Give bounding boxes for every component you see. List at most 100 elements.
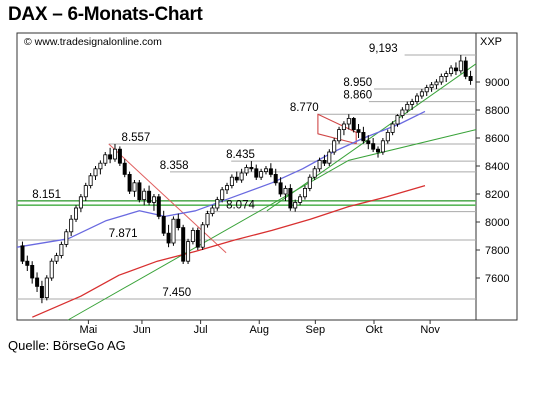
candle-body: [385, 131, 390, 142]
candle-body: [254, 168, 259, 178]
candle-body: [54, 255, 59, 262]
candle-body: [200, 224, 205, 248]
candle-body: [278, 182, 283, 195]
candle-body: [142, 190, 147, 200]
candle-body: [25, 260, 30, 266]
candle-body: [414, 95, 419, 102]
candle-body: [259, 171, 264, 178]
level-label: 8.557: [122, 132, 151, 144]
candle-body: [93, 168, 98, 177]
candle-body: [122, 162, 127, 175]
candle-body: [463, 60, 468, 77]
chart-title: DAX – 6-Monats-Chart: [8, 4, 203, 25]
candle-body: [337, 129, 342, 142]
candle-body: [366, 140, 371, 145]
candle-body: [283, 187, 288, 195]
candle-body: [39, 285, 44, 298]
candle-body: [166, 232, 171, 244]
y-tick-label: 8400: [485, 161, 509, 173]
x-tick-label: Jun: [133, 324, 151, 336]
candle-body: [293, 201, 298, 209]
y-tick-label: 9000: [485, 77, 509, 89]
x-tick-label: Nov: [420, 324, 440, 336]
trendline-red-down: [108, 143, 227, 254]
candle-body: [137, 182, 142, 201]
y-tick-label: 8600: [485, 133, 509, 145]
candle-body: [132, 182, 137, 192]
candle-body: [44, 277, 49, 299]
candle-body: [268, 168, 273, 175]
candle-body: [108, 154, 113, 160]
candle-body: [332, 140, 337, 153]
candle-body: [20, 245, 25, 262]
candle-body: [35, 277, 40, 287]
candle-body: [434, 81, 439, 86]
candle-body: [190, 229, 195, 242]
candle-body: [83, 185, 88, 198]
candle-body: [205, 213, 210, 226]
candle-body: [380, 140, 385, 153]
level-label: 8.074: [226, 200, 255, 212]
candle-body: [327, 151, 332, 164]
candle-body: [375, 148, 380, 153]
level-label: 8.860: [343, 90, 372, 102]
symbol-label: XXP: [480, 36, 502, 48]
candle-body: [453, 67, 458, 72]
candle-body: [147, 190, 152, 203]
candle-body: [151, 196, 156, 203]
candle-body: [449, 67, 454, 74]
candle-body: [220, 189, 225, 201]
candle-body: [468, 76, 473, 82]
candle-body: [361, 131, 366, 142]
candle-body: [49, 260, 54, 279]
candle-body: [210, 207, 215, 214]
candle-body: [88, 175, 93, 187]
candle-body: [78, 196, 83, 209]
candle-body: [186, 241, 191, 262]
indicator-lines: [16, 63, 477, 321]
candle-body: [59, 243, 64, 256]
candle-body: [176, 218, 181, 228]
x-axis-ticks: Mai Jun Jul Aug Sep Okt Nov: [80, 320, 440, 336]
y-tick-label: 7800: [485, 245, 509, 257]
candle-body: [195, 229, 200, 248]
candle-body: [127, 173, 132, 192]
candle-body: [234, 176, 239, 181]
level-label: 8.950: [343, 77, 372, 89]
candle-body: [419, 91, 424, 97]
y-axis-ticks: 9000 8800 8600 8400 8200 8000 7800 7600: [476, 77, 509, 285]
candle-body: [346, 118, 351, 125]
candle-body: [64, 231, 69, 245]
candle-body: [69, 218, 74, 233]
candle-body: [302, 187, 307, 198]
x-tick-label: Jul: [194, 324, 208, 336]
candle-body: [322, 159, 327, 164]
level-label: 8.435: [226, 149, 255, 161]
trendline-green-short: [266, 63, 477, 212]
x-tick-label: Okt: [365, 324, 382, 336]
source-note: Quelle: BörseGo AG: [8, 338, 126, 353]
candle-body: [224, 185, 229, 191]
level-label: 7.871: [109, 228, 138, 240]
moving-average-red: [32, 184, 426, 318]
candle-body: [273, 173, 278, 184]
level-label: 9,193: [369, 43, 398, 55]
candle-body: [103, 154, 108, 164]
candle-body: [263, 168, 268, 173]
candle-body: [341, 123, 346, 130]
candle-body: [395, 115, 400, 125]
candle-body: [371, 143, 376, 150]
candle-body: [74, 207, 79, 220]
watermark: © www.tradesignalonline.com: [24, 36, 162, 48]
candle-body: [307, 176, 312, 189]
candle-body: [215, 199, 220, 209]
level-label: 8.770: [290, 102, 319, 114]
candle-body: [161, 215, 166, 234]
candle-body: [30, 264, 35, 279]
level-label: 7.450: [162, 287, 191, 299]
candlesticks: [20, 54, 473, 304]
candle-body: [312, 168, 317, 178]
candle-body: [171, 218, 176, 244]
candle-body: [424, 87, 429, 93]
